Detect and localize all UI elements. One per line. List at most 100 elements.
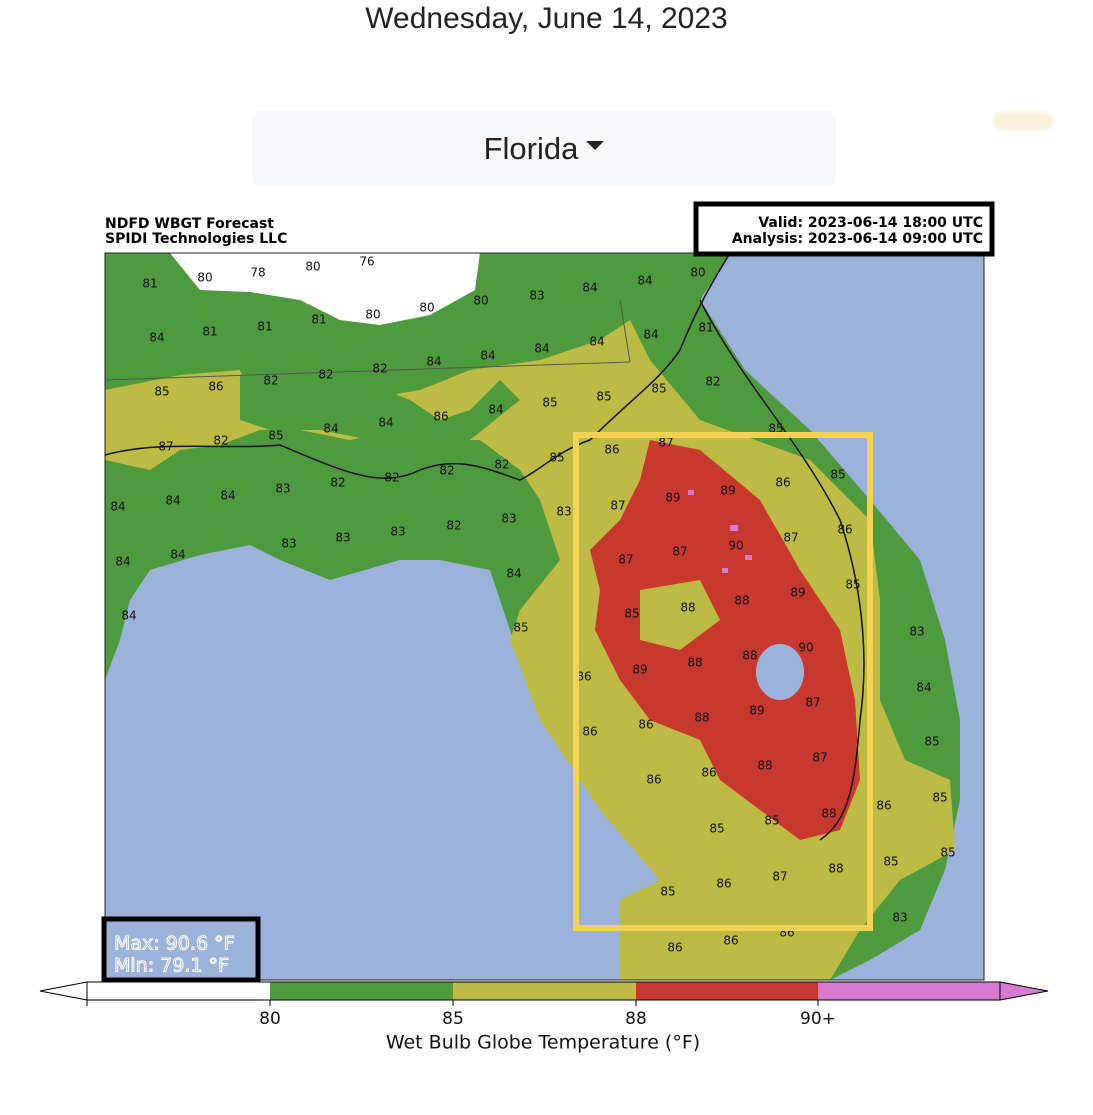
contour-label: 84 bbox=[170, 548, 185, 562]
map-frame bbox=[104, 252, 985, 981]
contour-label: 87 bbox=[783, 531, 798, 545]
contour-label: 82 bbox=[263, 374, 278, 388]
contour-label: 87 bbox=[618, 553, 633, 567]
contour-label: 85 bbox=[154, 385, 169, 399]
valid-time: Valid: 2023-06-14 18:00 UTC bbox=[758, 215, 983, 231]
contour-label: 89 bbox=[720, 484, 735, 498]
analysis-time: Analysis: 2023-06-14 09:00 UTC bbox=[732, 231, 983, 247]
contour-label: 84 bbox=[488, 403, 503, 417]
dropdown-label[interactable]: Florida bbox=[483, 130, 579, 166]
contour-label: 85 bbox=[624, 607, 639, 621]
contour-label: 82 bbox=[446, 519, 461, 533]
contour-label: 86 bbox=[667, 941, 682, 955]
contour-label: 80 bbox=[197, 271, 212, 285]
contour-label: 86 bbox=[701, 766, 716, 780]
colorbar-segment bbox=[818, 982, 1000, 1000]
lake bbox=[756, 644, 804, 700]
contour-label: 82 bbox=[494, 458, 509, 472]
region-85-88 bbox=[640, 580, 720, 650]
colorbar-tick-label: 90+ bbox=[800, 1009, 836, 1029]
contour-label: 81 bbox=[202, 325, 217, 339]
date-heading: Wednesday, June 14, 2023 bbox=[365, 2, 728, 35]
colorbar-tick-label: 80 bbox=[259, 1009, 281, 1029]
highlight-box bbox=[573, 432, 873, 931]
contour-label: 89 bbox=[790, 586, 805, 600]
contour-label: 84 bbox=[506, 567, 521, 581]
colorbar-tick-label: 85 bbox=[442, 1009, 464, 1029]
contour-label: 82 bbox=[384, 471, 399, 485]
contour-label: 86 bbox=[604, 443, 619, 457]
hotspot bbox=[688, 490, 694, 495]
contour-label: 86 bbox=[646, 773, 661, 787]
colorbar-segment bbox=[453, 982, 636, 1000]
contour-label: 83 bbox=[529, 289, 544, 303]
contour-label: 86 bbox=[837, 523, 852, 537]
contour-label: 82 bbox=[213, 434, 228, 448]
contour-label: 84 bbox=[149, 331, 164, 345]
max-value: Max: 90.6 °F bbox=[114, 933, 235, 955]
map-title: NDFD WBGT Forecast bbox=[105, 216, 274, 232]
contour-label: 85 bbox=[932, 791, 947, 805]
contour-label: 88 bbox=[687, 656, 702, 670]
hotspot bbox=[745, 555, 752, 560]
contour-label: 83 bbox=[909, 625, 924, 639]
state-dropdown[interactable]: Florida bbox=[252, 111, 836, 186]
contour-label: 88 bbox=[821, 807, 836, 821]
contour-label: 83 bbox=[556, 505, 571, 519]
contour-label: 85 bbox=[940, 846, 955, 860]
contour-label: 82 bbox=[372, 362, 387, 376]
contour-label: 84 bbox=[534, 342, 549, 356]
contour-label: 87 bbox=[812, 751, 827, 765]
contour-label: 84 bbox=[165, 494, 180, 508]
colorbar-tick-label: 88 bbox=[625, 1009, 647, 1029]
contour-label: 86 bbox=[775, 476, 790, 490]
contour-label: 80 bbox=[365, 308, 380, 322]
contour-label: 83 bbox=[390, 525, 405, 539]
contour-label: 90 bbox=[728, 539, 743, 553]
colorbar-segment bbox=[270, 982, 453, 1000]
contour-label: 84 bbox=[220, 489, 235, 503]
dropdown-caret[interactable] bbox=[586, 141, 605, 150]
map-layer bbox=[105, 253, 984, 980]
contour-label: 84 bbox=[115, 555, 130, 569]
contour-label: 82 bbox=[330, 476, 345, 490]
coastline bbox=[105, 253, 731, 481]
state-border bbox=[105, 299, 631, 381]
contour-label: 86 bbox=[876, 799, 891, 813]
contour-label: 88 bbox=[694, 711, 709, 725]
contour-label: 85 bbox=[513, 621, 528, 635]
contour-label: 80 bbox=[419, 301, 434, 315]
contour-label: 85 bbox=[596, 390, 611, 404]
min-value: Min: 79.1 °F bbox=[114, 955, 229, 977]
region-below-80 bbox=[170, 253, 480, 325]
contour-label: 90 bbox=[798, 641, 813, 655]
map-figure: 81 80 78 80 76 80 83 84 84 80 84 81 81 81 80 80 84 84 84 84… bbox=[30, 200, 1060, 1065]
contour-label: 87 bbox=[805, 696, 820, 710]
contour-label: 86 bbox=[433, 410, 448, 424]
contour-label: 84 bbox=[643, 328, 658, 342]
contour-label: 82 bbox=[705, 375, 720, 389]
contour-label: 84 bbox=[121, 609, 136, 623]
contour-label: 81 bbox=[257, 320, 272, 334]
contour-label: 88 bbox=[742, 649, 757, 663]
region-80-85 bbox=[240, 360, 520, 445]
contour-label: 85 bbox=[830, 468, 845, 482]
contour-label: 89 bbox=[632, 663, 647, 677]
contour-label: 83 bbox=[501, 512, 516, 526]
colorbar-segment bbox=[87, 982, 270, 1000]
colorbar-frame bbox=[86, 981, 1001, 1001]
contour-label: 84 bbox=[426, 355, 441, 369]
contour-label: 78 bbox=[250, 266, 265, 280]
contour-label: 85 bbox=[549, 451, 564, 465]
contour-label: 80 bbox=[473, 294, 488, 308]
contour-label: 84 bbox=[637, 274, 652, 288]
contour-label: 84 bbox=[916, 681, 931, 695]
contour-label: 86 bbox=[576, 670, 591, 684]
contour-label: 84 bbox=[480, 349, 495, 363]
contour-label: 82 bbox=[318, 368, 333, 382]
contour-label: 84 bbox=[589, 335, 604, 349]
contour-label: 88 bbox=[828, 862, 843, 876]
contour-label: 86 bbox=[716, 877, 731, 891]
contour-label: 88 bbox=[757, 759, 772, 773]
